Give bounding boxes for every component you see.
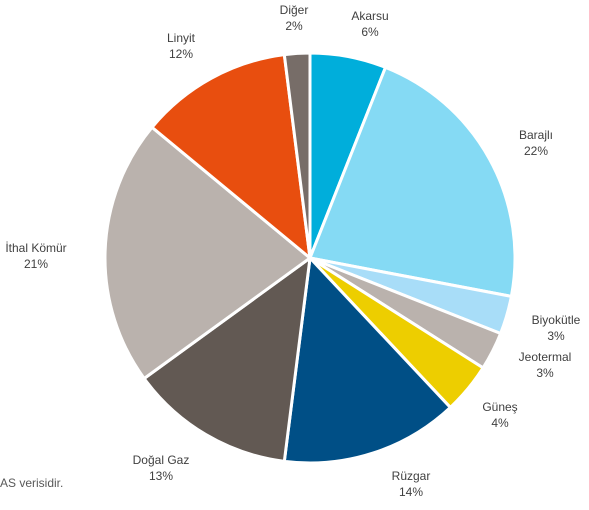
pie-slice-ithal-komur	[103, 125, 312, 380]
slice-value-ithal-komur: 21%	[24, 257, 48, 271]
slice-value-linyit: 12%	[169, 47, 193, 61]
slice-value-akarsu: 6%	[361, 25, 379, 39]
pie-slice-dogal-gaz	[142, 256, 312, 463]
slice-label-biyokutle: Biyokütle	[532, 313, 581, 327]
slice-label-jeotermal: Jeotermal	[519, 350, 572, 364]
slice-label-gunes: Güneş	[482, 400, 517, 414]
pie-slice-ruzgar	[282, 256, 452, 465]
slice-label-dogal-gaz: Doğal Gaz	[133, 453, 190, 467]
slice-value-biyokutle: 3%	[547, 329, 565, 343]
slice-value-dogal-gaz: 13%	[149, 469, 173, 483]
source-note: AS verisidir.	[0, 476, 64, 490]
slice-value-gunes: 4%	[491, 416, 509, 430]
slice-label-barajli: Barajlı	[519, 128, 553, 142]
pie-slice-diger	[282, 51, 312, 260]
slice-label-akarsu: Akarsu	[351, 9, 388, 23]
slice-label-linyit: Linyit	[167, 31, 196, 45]
pie-labels: Akarsu 6% Barajlı 22% Biyokütle 3% Jeotermal 3%…	[5, 3, 580, 499]
slice-value-jeotermal: 3%	[536, 366, 554, 380]
slice-label-ruzgar: Rüzgar	[392, 469, 431, 483]
slice-value-diger: 2%	[285, 19, 303, 33]
slice-value-barajli: 22%	[524, 144, 548, 158]
pie-slices	[103, 51, 517, 465]
pie-slice-barajli	[308, 65, 517, 298]
slice-label-ithal-komur: İthal Kömür	[5, 241, 66, 255]
pie-slice-linyit	[150, 53, 312, 260]
slice-label-diger: Diğer	[280, 3, 309, 17]
slice-value-ruzgar: 14%	[399, 485, 423, 499]
